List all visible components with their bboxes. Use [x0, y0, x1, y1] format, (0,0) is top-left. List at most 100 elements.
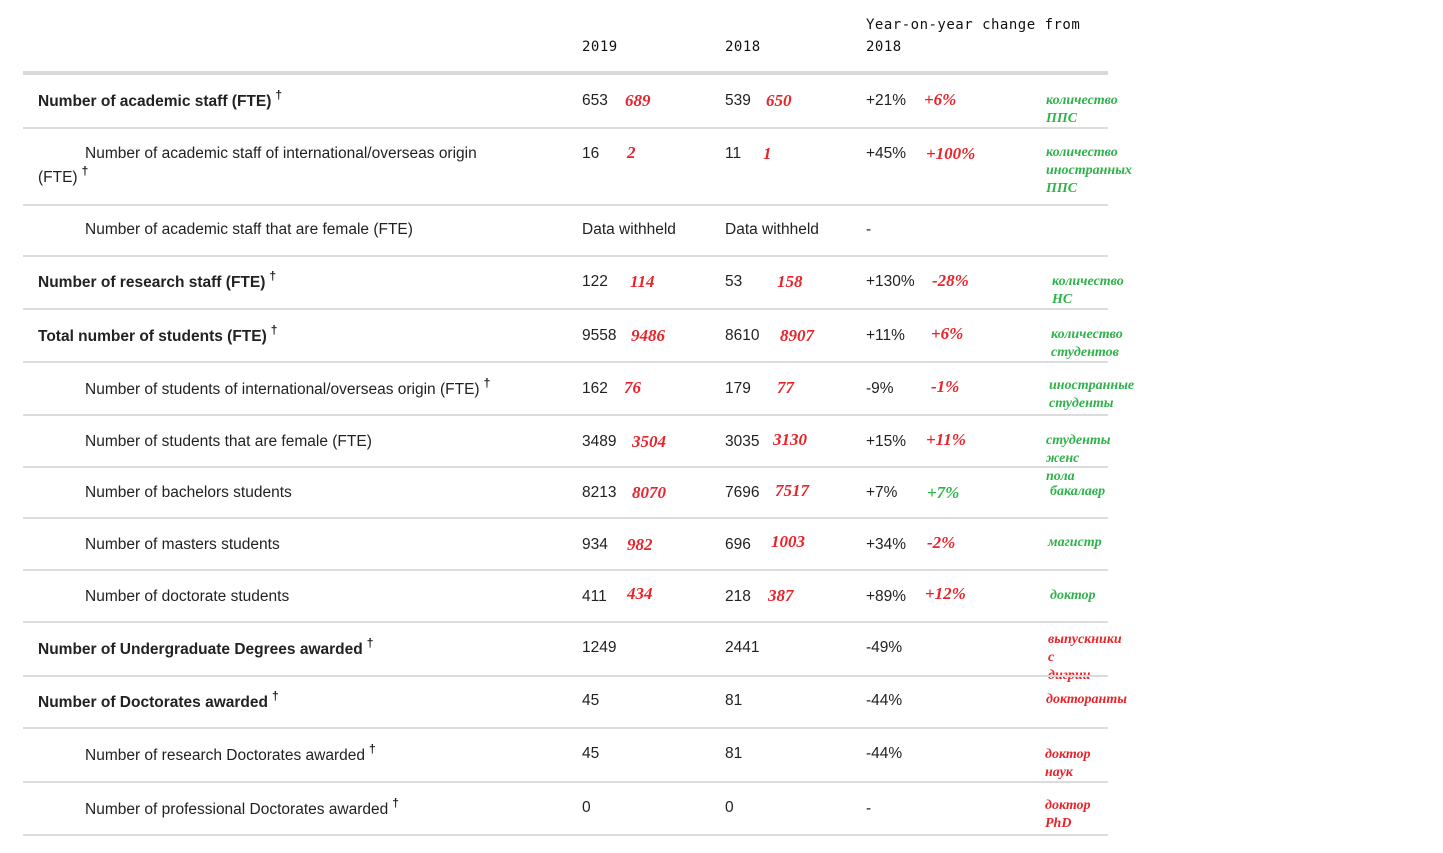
value-2018: 81 — [725, 692, 743, 709]
value-2019: 653 — [582, 92, 608, 109]
table-header: 2019 2018 Year-on-year change from 2018 — [0, 0, 1443, 72]
table-row: Number of research Doctorates awarded † 4… — [23, 729, 1108, 783]
row-divider — [23, 834, 1108, 836]
annotation-yoy: -1% — [931, 377, 960, 396]
table-row: Number of students of international/over… — [23, 363, 1134, 416]
row-divider — [23, 675, 1108, 677]
row-label: Number of doctorate students — [85, 588, 290, 605]
annotation-2018: 7517 — [775, 481, 809, 500]
annotation-yoy: +7% — [927, 483, 960, 502]
value-yoy: +21% — [866, 92, 907, 109]
value-yoy: +89% — [866, 588, 907, 605]
annotation-yoy: +6% — [924, 90, 957, 109]
table-row: Number of academic staff that are female… — [23, 206, 1108, 257]
value-2018: 3035 — [725, 433, 760, 450]
dagger-mark: † — [275, 88, 283, 102]
annotation-yoy: +6% — [931, 324, 964, 343]
table-row: Total number of students (FTE) † 9558 948… — [23, 310, 1123, 363]
column-header-2018: 2018 — [725, 39, 761, 55]
row-label: Number of academic staff of internationa… — [38, 145, 477, 186]
table-row: Number of students that are female (FTE)… — [23, 416, 1110, 484]
annotation-2019: 982 — [627, 535, 653, 554]
row-divider — [23, 361, 1108, 363]
value-2018: 218 — [725, 588, 751, 605]
table-row: Number of bachelors students 8213 8070 7… — [23, 468, 1108, 519]
dagger-mark: † — [271, 689, 279, 703]
value-2019: 122 — [582, 273, 608, 290]
row-label: Number of academic staff (FTE) † — [38, 88, 283, 110]
row-divider — [23, 781, 1108, 783]
value-2018: 11 — [725, 145, 742, 162]
annotation-yoy: -2% — [927, 533, 956, 552]
annotation-2019: 76 — [624, 378, 641, 397]
annotation-yoy: -28% — [932, 271, 969, 290]
row-divider — [23, 127, 1108, 129]
value-2018: 7696 — [725, 484, 760, 501]
annotation-note: количество иностранных ППС — [1046, 145, 1132, 196]
value-2019: 934 — [582, 536, 608, 553]
dagger-mark: † — [392, 796, 399, 810]
row-label: Total number of students (FTE) † — [38, 323, 278, 345]
row-divider — [23, 204, 1108, 206]
column-header-yoy: Year-on-year change from 2018 — [866, 17, 1081, 55]
annotation-2019: 434 — [627, 584, 653, 603]
value-yoy: - — [866, 221, 872, 238]
table-row: Number of masters students 934 982 696 1… — [23, 519, 1108, 571]
row-divider — [23, 517, 1108, 519]
row-label: Number of research staff (FTE) † — [38, 269, 277, 291]
row-divider — [23, 466, 1108, 468]
row-divider — [23, 255, 1108, 257]
value-yoy: +15% — [866, 433, 907, 450]
annotation-2019: 114 — [630, 272, 655, 291]
value-2019: 45 — [582, 745, 600, 762]
row-label: Number of research Doctorates awarded † — [85, 742, 376, 764]
table-row: Number of professional Doctorates awarde… — [23, 783, 1108, 836]
annotation-note: иностранные студенты — [1049, 378, 1135, 411]
value-yoy: -44% — [866, 692, 903, 709]
value-yoy: +11% — [866, 327, 905, 344]
row-label: Number of professional Doctorates awarde… — [85, 796, 399, 818]
annotation-note: студенты женс пола — [1046, 433, 1111, 484]
annotation-yoy: +12% — [925, 584, 966, 603]
value-2019: 411 — [582, 588, 607, 605]
row-label: Number of Doctorates awarded † — [38, 689, 279, 711]
annotation-2018: 8907 — [780, 326, 814, 345]
annotation-note: бакалавр — [1050, 484, 1106, 499]
value-yoy: +45% — [866, 145, 907, 162]
annotation-2019: 3504 — [632, 432, 666, 451]
annotation-note: количество студентов — [1051, 327, 1123, 360]
row-label: Number of academic staff that are female… — [85, 221, 413, 238]
annotation-2019: 9486 — [631, 326, 665, 345]
dagger-mark: † — [269, 269, 277, 283]
value-2018: 2441 — [725, 639, 760, 656]
annotation-2018: 650 — [766, 91, 792, 110]
table-row: Number of Undergraduate Degrees awarded †… — [23, 623, 1122, 683]
value-2019: 16 — [582, 145, 600, 162]
value-yoy: +7% — [866, 484, 898, 501]
value-2019: 8213 — [582, 484, 617, 501]
annotation-yoy: +100% — [926, 144, 976, 163]
value-2019: 162 — [582, 380, 608, 397]
value-2018: Data withheld — [725, 221, 819, 238]
annotation-note: доктор PhD — [1045, 798, 1091, 831]
value-2018: 53 — [725, 273, 743, 290]
annotation-2018: 158 — [777, 272, 803, 291]
value-2018: 696 — [725, 536, 751, 553]
value-2019: 45 — [582, 692, 600, 709]
row-divider — [23, 414, 1108, 416]
value-2018: 8610 — [725, 327, 760, 344]
value-2018: 81 — [725, 745, 743, 762]
annotation-2019: 689 — [625, 91, 651, 110]
table-row: Number of academic staff of internationa… — [23, 129, 1132, 206]
value-2018: 179 — [725, 380, 751, 397]
annotation-2018: 3130 — [773, 430, 807, 449]
value-yoy: +34% — [866, 536, 907, 553]
value-yoy: -9% — [866, 380, 894, 397]
value-2019: 1249 — [582, 639, 617, 656]
row-label: Number of students of international/over… — [85, 376, 491, 398]
row-divider — [23, 569, 1108, 571]
row-label: Number of bachelors students — [85, 484, 292, 501]
table-row: Number of Doctorates awarded † 45 81 -44%… — [23, 677, 1127, 729]
annotation-note: выпускники с дигрии — [1048, 632, 1122, 683]
annotation-2018: 77 — [777, 378, 794, 397]
